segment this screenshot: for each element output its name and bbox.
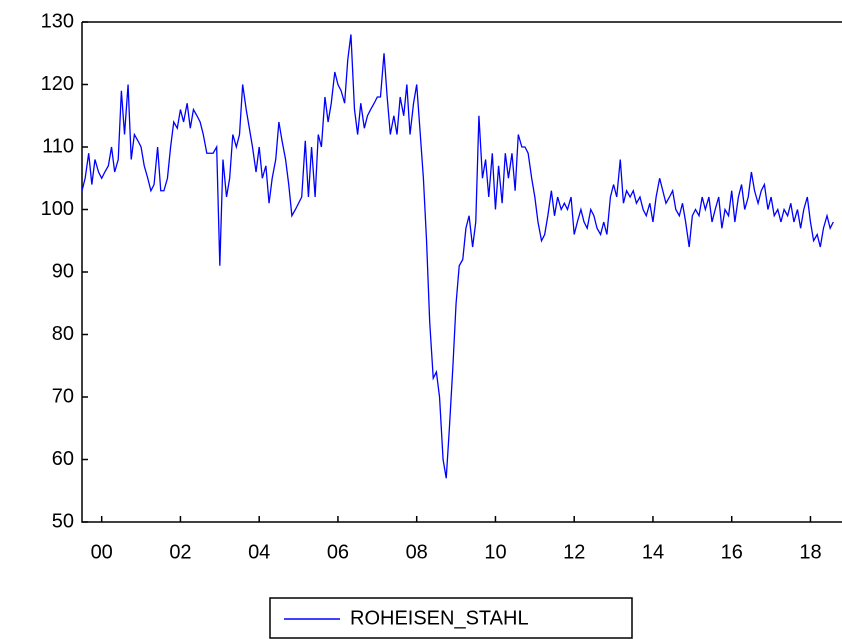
x-tick-label: 12 <box>563 541 585 563</box>
x-tick-label: 04 <box>248 541 270 563</box>
x-tick-label: 10 <box>484 541 506 563</box>
plot-frame <box>81 21 842 523</box>
x-tick-label: 00 <box>91 541 113 563</box>
y-tick-label: 100 <box>41 198 74 220</box>
x-tick-label: 02 <box>169 541 191 563</box>
y-tick-label: 90 <box>52 260 74 282</box>
y-tick-label: 80 <box>52 323 74 345</box>
y-tick-label: 130 <box>41 10 74 32</box>
y-tick-label: 50 <box>52 510 74 532</box>
x-tick-label: 06 <box>327 541 349 563</box>
legend-label: ROHEISEN_STAHL <box>350 607 529 629</box>
legend-box <box>269 597 633 639</box>
x-tick-label: 18 <box>799 541 821 563</box>
x-tick-label: 14 <box>642 541 664 563</box>
y-tick-label: 60 <box>52 448 74 470</box>
series-line <box>81 34 834 479</box>
y-tick-label: 120 <box>41 73 74 95</box>
x-tick-label: 08 <box>406 541 428 563</box>
x-tick-label: 16 <box>721 541 743 563</box>
y-tick-label: 110 <box>42 135 74 157</box>
y-tick-label: 70 <box>52 385 74 407</box>
